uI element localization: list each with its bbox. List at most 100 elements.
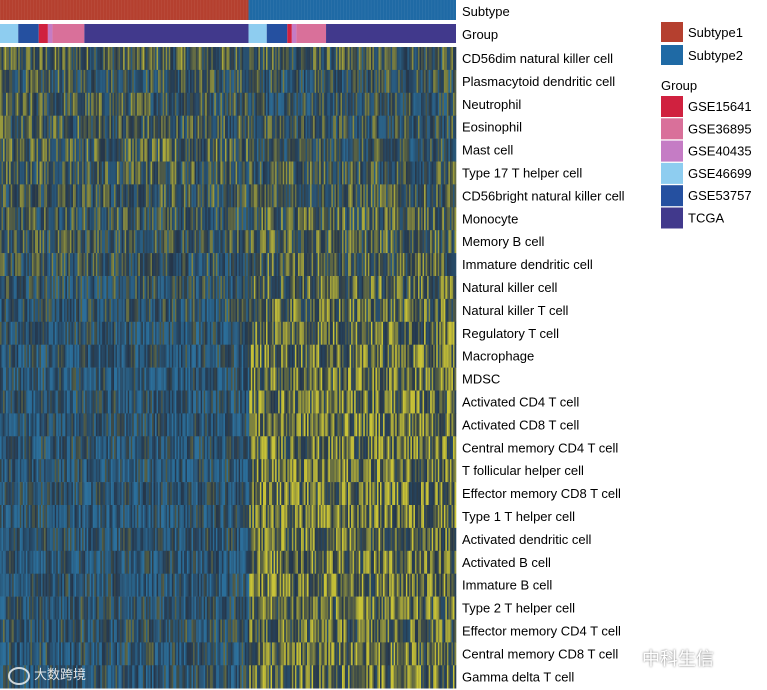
heatmap-cell <box>238 92 241 116</box>
heatmap-cell <box>168 230 171 254</box>
heatmap-cell <box>279 69 282 94</box>
heatmap-cell <box>42 230 45 254</box>
heatmap-cell <box>273 69 276 94</box>
heatmap-cell <box>203 298 206 323</box>
heatmap-cell <box>85 230 87 254</box>
heatmap-cell <box>110 115 113 139</box>
heatmap-cell <box>88 92 90 116</box>
heatmap-cell <box>183 253 186 277</box>
heatmap-cell <box>47 367 49 391</box>
heatmap-cell <box>53 138 56 162</box>
heatmap-cell <box>407 47 410 71</box>
heatmap-cell <box>373 367 376 391</box>
heatmap-cell <box>74 321 77 345</box>
heatmap-cell <box>188 230 191 254</box>
heatmap-cell <box>326 344 329 368</box>
heatmap-cell <box>288 184 291 208</box>
heatmap-cell <box>328 390 331 414</box>
heatmap-cell <box>147 253 150 277</box>
heatmap-cell <box>311 47 314 71</box>
heatmap-cell <box>284 69 287 94</box>
heatmap-cell <box>30 184 33 208</box>
heatmap-cell <box>168 47 171 71</box>
heatmap-cell <box>158 390 160 414</box>
heatmap-cell <box>307 321 309 345</box>
heatmap-cell <box>367 161 370 185</box>
heatmap-cell <box>270 344 273 368</box>
heatmap-cell <box>278 161 280 185</box>
heatmap-cell <box>94 321 97 345</box>
heatmap-cell <box>95 207 98 231</box>
heatmap-cell <box>317 298 320 323</box>
heatmap-cell <box>19 161 22 185</box>
heatmap-cell <box>442 115 445 139</box>
heatmap-cell <box>215 184 218 208</box>
heatmap-cell <box>299 276 302 300</box>
heatmap-cell <box>252 184 255 208</box>
heatmap-cell <box>313 161 315 185</box>
heatmap-cell <box>255 69 258 94</box>
heatmap-cell <box>320 230 323 254</box>
heatmap-cell <box>237 276 239 300</box>
heatmap-cell <box>129 321 132 345</box>
heatmap-cell <box>24 344 27 368</box>
heatmap-cell <box>162 390 165 414</box>
heatmap-cell <box>65 230 68 254</box>
heatmap-cell <box>320 390 323 414</box>
heatmap-cell <box>398 367 401 391</box>
heatmap-cell <box>110 69 113 94</box>
heatmap-cell <box>34 161 37 185</box>
heatmap-cell <box>1 184 4 208</box>
heatmap-cell <box>18 321 21 345</box>
heatmap-cell <box>68 138 71 162</box>
heatmap-cell <box>126 344 128 368</box>
heatmap-cell <box>440 276 443 300</box>
heatmap-cell <box>1 69 4 94</box>
heatmap-cell <box>293 115 296 139</box>
heatmap-cell <box>209 161 212 185</box>
heatmap-cell <box>376 138 379 162</box>
heatmap-cell <box>273 321 276 345</box>
heatmap-cell <box>343 230 346 254</box>
heatmap-cell <box>311 344 314 368</box>
heatmap-cell <box>393 321 396 345</box>
heatmap-cell <box>141 390 144 414</box>
heatmap-cell <box>41 367 43 391</box>
heatmap-cell <box>351 207 353 231</box>
heatmap-cell <box>44 390 46 414</box>
heatmap-cell <box>269 115 271 139</box>
heatmap-cell <box>47 184 49 208</box>
heatmap-cell <box>294 138 297 162</box>
heatmap-cell <box>95 138 98 162</box>
heatmap-cell <box>135 230 138 254</box>
heatmap-cell <box>252 367 255 391</box>
heatmap-cell <box>4 69 7 94</box>
heatmap-cell <box>56 184 59 208</box>
heatmap-cell <box>314 276 317 300</box>
heatmap-cell <box>348 344 350 368</box>
heatmap-cell <box>98 276 101 300</box>
heatmap-cell <box>89 47 92 71</box>
heatmap-cell <box>401 253 404 277</box>
heatmap-cell <box>437 276 440 300</box>
heatmap-cell <box>425 367 428 391</box>
heatmap-cell <box>237 184 239 208</box>
heatmap-cell <box>177 321 180 345</box>
heatmap-cell <box>364 298 367 323</box>
heatmap-cell <box>135 344 138 368</box>
heatmap-cell <box>141 184 144 208</box>
heatmap-cell <box>266 161 268 185</box>
heatmap-cell <box>223 184 226 208</box>
heatmap-cell <box>386 207 388 231</box>
heatmap-cell <box>224 161 227 185</box>
heatmap-cell <box>337 69 340 94</box>
heatmap-cell <box>124 344 127 368</box>
heatmap-cell <box>357 161 360 185</box>
heatmap-cell <box>117 298 119 323</box>
heatmap-cell <box>320 115 323 139</box>
heatmap-cell <box>112 138 115 162</box>
heatmap-cell <box>270 161 273 185</box>
heatmap-cell <box>240 47 242 71</box>
heatmap-cell <box>88 161 90 185</box>
heatmap-cell <box>282 207 285 231</box>
